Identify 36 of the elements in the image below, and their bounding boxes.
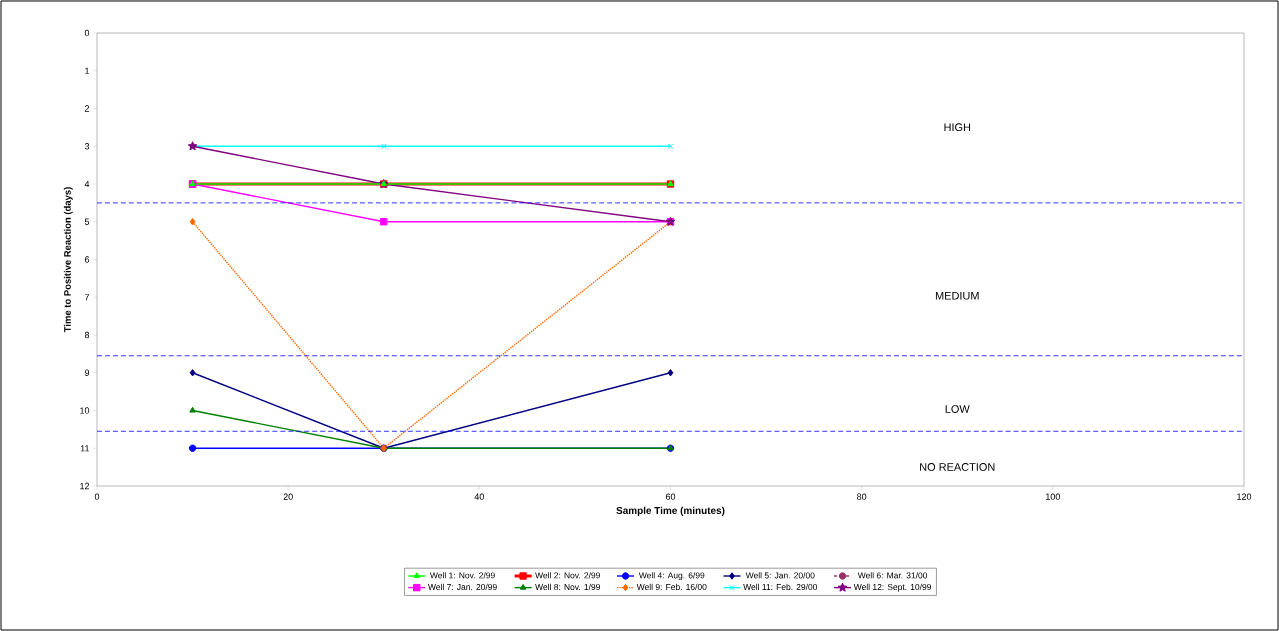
annotation: HIGH: [944, 123, 971, 132]
legend-label: Well 8: Nov. 1/99: [535, 583, 600, 591]
y-tick-label: 6: [84, 256, 90, 263]
y-tick-label: 5: [84, 218, 90, 225]
y-tick-label: 3: [84, 143, 90, 150]
legend-label: Well 5: Jan. 20/00: [745, 572, 815, 579]
legend-label: Well 4: Aug. 6/99: [638, 572, 705, 581]
y-tick-label: 4: [84, 180, 90, 188]
y-tick-label: 2: [84, 105, 90, 112]
y-tick-label: 10: [80, 407, 90, 414]
x-tick-label: 120: [1237, 493, 1252, 500]
legend-label: Well 12: Sept. 10/99: [853, 583, 932, 592]
x-tick-label: 20: [283, 493, 293, 500]
legend-label: Well 9: Feb. 16/00: [636, 583, 707, 591]
y-tick-label: 1: [85, 67, 90, 74]
legend-label: Well 11: Feb. 29/00: [743, 583, 818, 591]
x-axis-title: Sample Time (minutes): [616, 506, 725, 516]
x-tick-label: 60: [665, 493, 676, 500]
y-tick-label: 8: [84, 331, 90, 339]
y-tick-label: 0: [84, 29, 90, 37]
x-tick-label: 80: [857, 493, 867, 500]
legend-label: Well 6: Mar. 31/00: [857, 572, 928, 579]
x-tick-label: 0: [94, 493, 100, 500]
y-tick-label: 12: [80, 482, 90, 490]
y-tick-label: 7: [84, 294, 90, 301]
y-axis-title: Time to Positive Reaction (days): [63, 187, 73, 333]
annotation: LOW: [945, 405, 970, 413]
x-tick-label: 100: [1046, 493, 1060, 500]
annotation: MEDIUM: [935, 291, 979, 300]
x-tick-label: 40: [474, 493, 484, 500]
annotation: NO REACTION: [920, 463, 995, 471]
legend-label: Well 1: Nov. 2/99: [429, 572, 495, 579]
y-tick-label: 9: [84, 369, 90, 376]
legend-label: Well 2: Nov. 2/99: [535, 572, 600, 579]
legend-label: Well 7: Jan. 20/99: [428, 583, 497, 591]
y-tick-label: 11: [80, 445, 90, 452]
